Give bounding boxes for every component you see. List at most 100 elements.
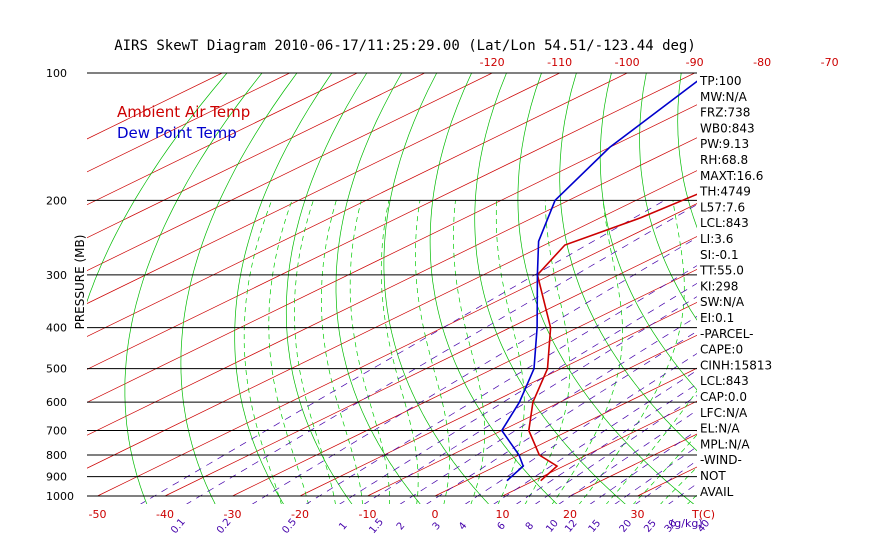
- index-label: TH:4749: [699, 185, 751, 199]
- index-label: NOT: [700, 469, 726, 483]
- dry-adiabat-line: [517, 73, 695, 504]
- index-label: EL:N/A: [700, 422, 740, 436]
- mixing-ratio-tick-label: 8: [524, 520, 537, 532]
- index-label: CAP:0.0: [700, 390, 747, 404]
- mixing-ratio-unit-label: (g/kg): [670, 517, 703, 530]
- index-label: LCL:843: [700, 216, 749, 230]
- dry-adiabat-line: [856, 73, 870, 505]
- pressure-tick-label: 700: [46, 424, 67, 437]
- pressure-tick-label: 900: [46, 471, 67, 484]
- index-label: TT:55.0: [699, 264, 744, 278]
- bottom-temp-tick-label: 0: [432, 508, 439, 521]
- mixing-ratio-tick-label: 4: [457, 520, 470, 532]
- moist-adiabat-line: [660, 466, 697, 504]
- mixing-ratio-line: [464, 353, 697, 504]
- isotherm-line: [299, 301, 697, 497]
- moist-adiabat-line: [551, 200, 623, 504]
- top-temp-tick-label: -100: [615, 56, 640, 69]
- y-axis-label: PRESSURE (MB): [73, 235, 87, 330]
- top-temp-tick-label: -70: [821, 56, 839, 69]
- top-temp-tick-label: -80: [753, 56, 771, 69]
- legend: Ambient Air Temp Dew Point Temp: [117, 103, 250, 142]
- isotherm-line: [87, 73, 290, 173]
- mixing-ratio-line: [251, 237, 697, 504]
- isotherm-line: [87, 73, 628, 337]
- mixing-ratio-line: [186, 204, 697, 504]
- isotherm-line: [840, 73, 870, 496]
- index-label: LCL:843: [700, 374, 749, 388]
- moist-adiabat-line: [633, 434, 697, 504]
- isotherm-line: [97, 203, 697, 497]
- bottom-temp-tick-label: 20: [563, 508, 577, 521]
- mixing-ratio-line: [635, 460, 697, 504]
- mixing-ratio-tick-label: 1: [337, 520, 350, 532]
- dry-adiabat-line: [234, 73, 333, 504]
- index-label: -PARCEL-: [700, 327, 754, 341]
- bottom-temp-tick-label: 30: [631, 508, 645, 521]
- dry-adiabat-line: [474, 73, 626, 504]
- index-label: MW:N/A: [700, 90, 748, 104]
- pressure-tick-label: 400: [46, 322, 67, 335]
- moist-adiabat-line: [524, 200, 571, 504]
- isotherm-line: [637, 466, 697, 497]
- mixing-ratio-line: [339, 282, 697, 504]
- top-temp-tick-label: -120: [480, 56, 505, 69]
- index-label: CINH:15813: [700, 358, 772, 372]
- pressure-tick-label: 200: [46, 194, 67, 207]
- dry-adiabat-line: [821, 73, 870, 505]
- index-label: EI:0.1: [700, 311, 734, 325]
- index-label: WB0:843: [700, 121, 755, 135]
- dry-adiabat-line: [124, 73, 263, 504]
- mixing-ratio-line: [426, 330, 697, 504]
- dry-adiabat-line: [335, 73, 421, 504]
- index-label: CAPE:0: [700, 343, 743, 357]
- moist-adiabat-line: [321, 200, 363, 504]
- index-label: TP:100: [699, 74, 742, 88]
- index-label: SI:-0.1: [700, 248, 739, 262]
- index-label: KI:298: [700, 279, 738, 293]
- mixing-ratio-line: [305, 265, 697, 504]
- mixing-ratio-line: [140, 199, 665, 504]
- isotherm-line: [367, 334, 697, 497]
- mixing-ratio-line: [534, 395, 697, 504]
- isotherm-line: [502, 400, 697, 497]
- index-label: RH:68.8: [700, 153, 748, 167]
- pressure-tick-label: 500: [46, 363, 67, 376]
- chart-title: AIRS SkewT Diagram 2010-06-17/11:25:29.0…: [114, 38, 696, 54]
- isotherm-line: [87, 73, 425, 239]
- index-label: -WIND-: [700, 453, 742, 467]
- isotherm-line: [87, 73, 695, 370]
- isotherm-line: [87, 137, 697, 436]
- mixing-ratio-line: [516, 383, 697, 504]
- bottom-temp-tick-label: -50: [89, 508, 107, 521]
- top-temp-tick-label: -110: [547, 56, 572, 69]
- mixing-ratio-line: [493, 369, 697, 504]
- ambient-air-templine: [527, 193, 697, 482]
- index-label: MAXT:16.6: [700, 169, 763, 183]
- dew-point-templine: [500, 80, 697, 482]
- mixing-ratio-tick-label: 15: [587, 518, 604, 535]
- index-label: L57:7.6: [700, 200, 745, 214]
- pressure-tick-label: 100: [46, 67, 67, 80]
- mixing-ratio-line: [363, 296, 697, 504]
- moist-adiabat-line: [349, 200, 390, 504]
- mixing-ratio-tick-label: 2: [395, 520, 408, 532]
- index-label: AVAIL: [700, 485, 734, 499]
- dry-adiabat-line: [559, 73, 697, 452]
- mixing-ratio-tick-label: 25: [642, 518, 659, 535]
- dry-adiabat-line: [87, 73, 228, 303]
- top-temp-tick-label: -90: [686, 56, 704, 69]
- temperature-axis-label: T(C): [691, 508, 715, 521]
- bottom-temp-tick-label: -20: [291, 508, 309, 521]
- dry-adiabat-line: [639, 73, 697, 321]
- moist-adiabat-line: [294, 200, 336, 504]
- bottom-temp-tick-label: 10: [496, 508, 510, 521]
- dry-adiabat-line: [180, 73, 298, 504]
- isotherm-line: [87, 104, 697, 403]
- mixing-ratio-tick-label: 3: [431, 520, 444, 532]
- isotherm-line: [164, 236, 697, 497]
- isotherm-line: [773, 73, 870, 496]
